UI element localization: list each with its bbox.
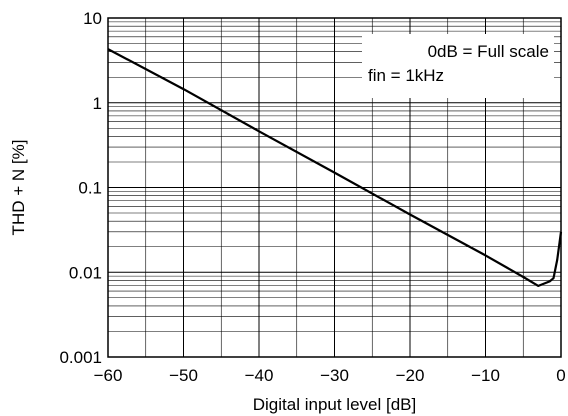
annotation-box: 0dB = Full scale fin = 1kHz: [362, 34, 554, 98]
series-layer: [107, 48, 563, 287]
x-tick-label: −40: [245, 366, 274, 385]
annotation-line-full-scale: 0dB = Full scale: [428, 42, 549, 61]
x-tick-label: −30: [320, 366, 349, 385]
x-axis-label: Digital input level [dB]: [253, 395, 416, 414]
y-tick-label: 1: [93, 94, 102, 113]
x-tick-label: −10: [471, 366, 500, 385]
y-tick-label: 0.01: [69, 263, 102, 282]
x-tick-label: −20: [396, 366, 425, 385]
plot-frame: [107, 17, 562, 358]
y-tick-label: 0.1: [78, 179, 102, 198]
tick-labels: −60 −50 −40 −30 −20 −10 0 0.001 0.01 0.1 1 10: [59, 9, 565, 385]
x-tick-label: −60: [94, 366, 123, 385]
grid: [108, 18, 561, 357]
y-axis-label: THD + N [%]: [9, 140, 28, 236]
x-tick-label: −50: [169, 366, 198, 385]
y-tick-label: 0.001: [59, 348, 102, 367]
x-tick-label: 0: [556, 366, 565, 385]
series-line-0: [107, 48, 563, 287]
y-tick-label: 10: [83, 9, 102, 28]
annotation-background: [362, 34, 554, 98]
annotation-line-fin: fin = 1kHz: [368, 66, 444, 85]
